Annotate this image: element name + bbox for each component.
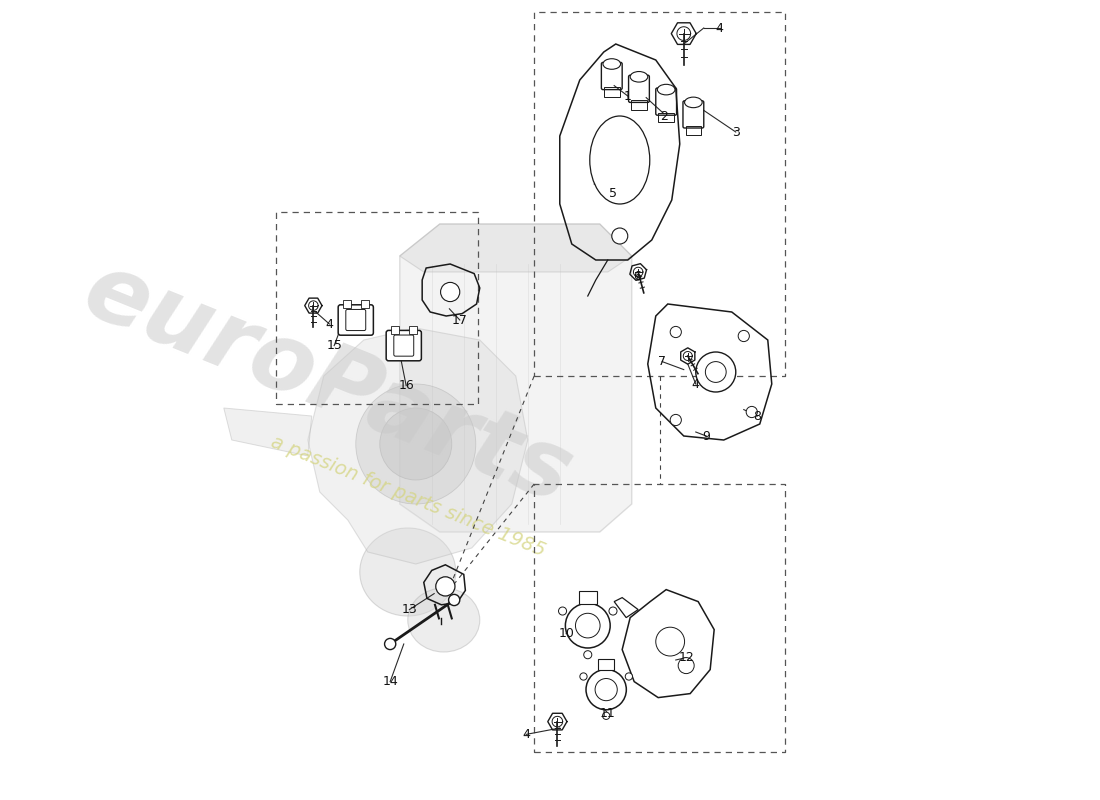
Text: 1: 1 [624, 90, 631, 102]
FancyBboxPatch shape [343, 300, 351, 308]
FancyBboxPatch shape [386, 330, 421, 361]
Text: 5: 5 [609, 187, 617, 200]
FancyBboxPatch shape [338, 305, 373, 335]
Circle shape [449, 594, 460, 606]
Ellipse shape [658, 84, 675, 95]
FancyBboxPatch shape [394, 335, 414, 356]
Text: 7: 7 [658, 355, 667, 368]
Polygon shape [399, 224, 631, 532]
Text: 17: 17 [452, 314, 468, 326]
Circle shape [379, 408, 452, 480]
Text: 9: 9 [702, 430, 711, 442]
Text: 4: 4 [326, 318, 333, 330]
Circle shape [609, 607, 617, 615]
Circle shape [559, 607, 566, 615]
Circle shape [565, 603, 610, 648]
Circle shape [670, 326, 681, 338]
Circle shape [586, 670, 626, 710]
Ellipse shape [684, 97, 702, 108]
Text: 3: 3 [732, 126, 739, 138]
Circle shape [441, 282, 460, 302]
Text: 11: 11 [600, 707, 616, 720]
Text: a passion for parts since 1985: a passion for parts since 1985 [267, 432, 548, 560]
Polygon shape [308, 328, 528, 564]
Polygon shape [399, 224, 631, 272]
Text: 2: 2 [660, 110, 668, 122]
Text: 13: 13 [402, 603, 417, 616]
Circle shape [385, 638, 396, 650]
Circle shape [670, 414, 681, 426]
Text: 15: 15 [327, 339, 342, 352]
Text: 16: 16 [398, 379, 414, 392]
FancyBboxPatch shape [361, 300, 368, 308]
Ellipse shape [360, 528, 455, 616]
Circle shape [584, 650, 592, 658]
Text: 4: 4 [522, 728, 530, 741]
FancyBboxPatch shape [390, 326, 398, 334]
Circle shape [656, 627, 684, 656]
Circle shape [612, 228, 628, 244]
FancyBboxPatch shape [345, 310, 365, 330]
Text: euroParts: euroParts [70, 244, 585, 524]
FancyBboxPatch shape [409, 326, 417, 334]
Polygon shape [223, 408, 311, 456]
Text: 6: 6 [634, 270, 641, 282]
Circle shape [575, 614, 601, 638]
Text: 10: 10 [558, 627, 574, 640]
Ellipse shape [630, 71, 648, 82]
Text: 12: 12 [679, 651, 694, 664]
Ellipse shape [408, 588, 480, 652]
Circle shape [603, 712, 609, 719]
Circle shape [580, 673, 587, 680]
Text: 8: 8 [754, 410, 761, 422]
Text: 14: 14 [383, 675, 398, 688]
Circle shape [746, 406, 758, 418]
Circle shape [738, 330, 749, 342]
Circle shape [595, 678, 617, 701]
Circle shape [436, 577, 455, 596]
Circle shape [625, 673, 632, 680]
Circle shape [679, 658, 694, 674]
Circle shape [355, 384, 476, 504]
FancyBboxPatch shape [598, 658, 614, 670]
Ellipse shape [603, 58, 620, 70]
FancyBboxPatch shape [579, 591, 596, 604]
Circle shape [696, 352, 736, 392]
Circle shape [705, 362, 726, 382]
Text: 4: 4 [716, 22, 724, 34]
Ellipse shape [590, 116, 650, 204]
Text: 4: 4 [692, 378, 700, 390]
